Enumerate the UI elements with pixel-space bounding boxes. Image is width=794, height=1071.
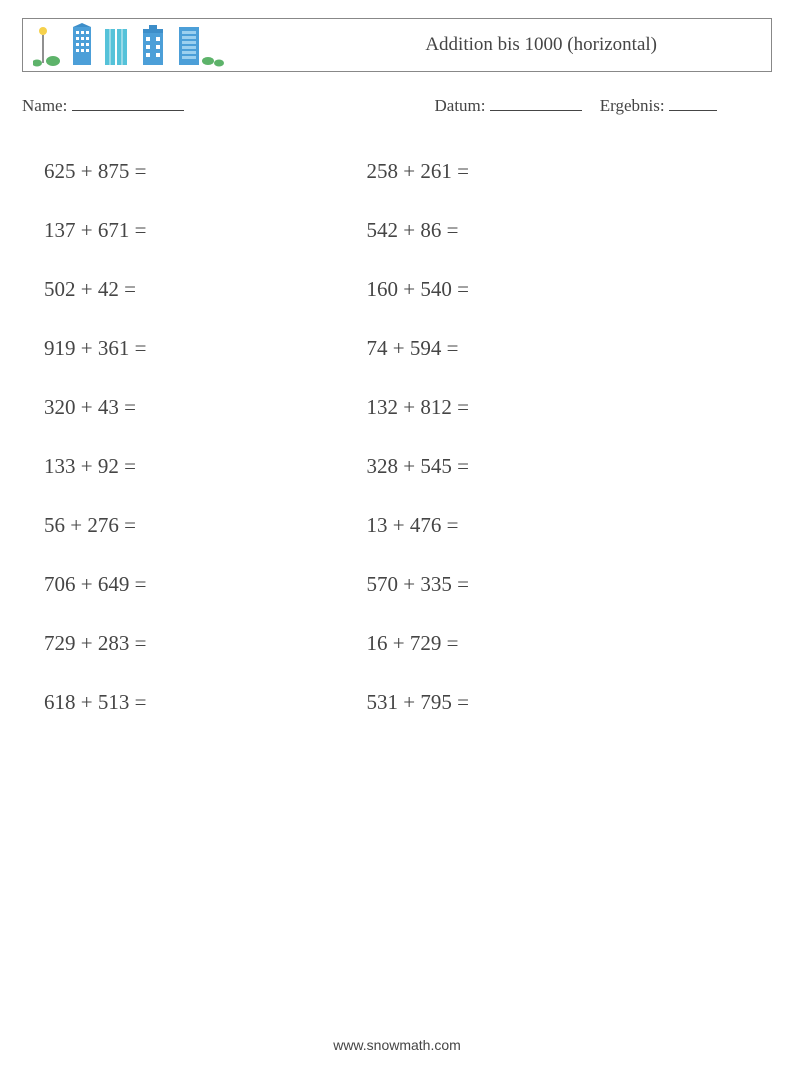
result-label: Ergebnis: — [600, 96, 665, 115]
problem: 502 + 42 = — [22, 260, 345, 319]
problem: 13 + 476 = — [345, 496, 773, 555]
name-field: Name: — [22, 94, 435, 116]
result-blank[interactable] — [669, 94, 717, 111]
problem: 320 + 43 = — [22, 378, 345, 437]
problem: 570 + 335 = — [345, 555, 773, 614]
problem: 328 + 545 = — [345, 437, 773, 496]
problem: 258 + 261 = — [345, 142, 773, 201]
city-icon — [33, 23, 273, 67]
name-label: Name: — [22, 96, 67, 115]
problem: 74 + 594 = — [345, 319, 773, 378]
footer-url: www.snowmath.com — [0, 1037, 794, 1053]
problem: 137 + 671 = — [22, 201, 345, 260]
problem: 618 + 513 = — [22, 673, 345, 732]
problem: 706 + 649 = — [22, 555, 345, 614]
buildings-illustration — [33, 23, 273, 67]
problems-column-2: 258 + 261 = 542 + 86 = 160 + 540 = 74 + … — [345, 142, 773, 732]
date-field: Datum: — [435, 94, 582, 116]
meta-row: Name: Datum: Ergebnis: — [22, 94, 772, 116]
worksheet-header: Addition bis 1000 (horizontal) — [22, 18, 772, 72]
problem: 16 + 729 = — [345, 614, 773, 673]
worksheet-title: Addition bis 1000 (horizontal) — [425, 34, 657, 56]
problem: 729 + 283 = — [22, 614, 345, 673]
result-field: Ergebnis: — [600, 94, 717, 116]
problem: 132 + 812 = — [345, 378, 773, 437]
problem: 133 + 92 = — [22, 437, 345, 496]
name-blank[interactable] — [72, 94, 184, 111]
problem: 625 + 875 = — [22, 142, 345, 201]
problem: 160 + 540 = — [345, 260, 773, 319]
date-blank[interactable] — [490, 94, 582, 111]
problem: 531 + 795 = — [345, 673, 773, 732]
problem: 542 + 86 = — [345, 201, 773, 260]
problem: 919 + 361 = — [22, 319, 345, 378]
problem: 56 + 276 = — [22, 496, 345, 555]
date-label: Datum: — [435, 96, 486, 115]
problems-grid: 625 + 875 = 137 + 671 = 502 + 42 = 919 +… — [22, 142, 772, 732]
problems-column-1: 625 + 875 = 137 + 671 = 502 + 42 = 919 +… — [22, 142, 345, 732]
